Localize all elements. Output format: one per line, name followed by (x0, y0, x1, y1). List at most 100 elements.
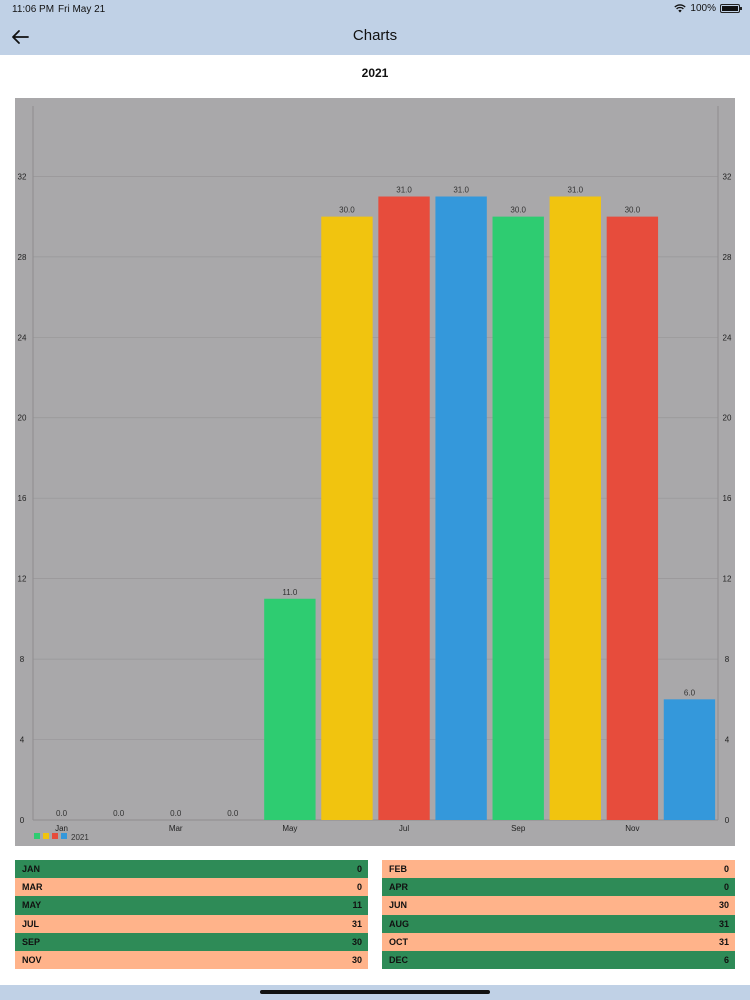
legend-swatch (61, 833, 67, 839)
x-tick-label: Mar (169, 824, 183, 833)
y-tick-label-left: 0 (20, 816, 25, 825)
table-row-jan: JAN 0 (15, 860, 368, 879)
y-tick-label-left: 4 (20, 736, 25, 745)
legend-swatch (34, 833, 40, 839)
value-label-oct: 31.0 (568, 186, 584, 195)
y-tick-label-right: 20 (723, 414, 732, 423)
table-row-aug: AUG 31 (382, 914, 735, 933)
value-label-jul: 31.0 (396, 186, 412, 195)
y-tick-label-left: 28 (18, 253, 27, 262)
y-tick-label-left: 32 (18, 172, 27, 181)
month-label: DEC (389, 955, 409, 966)
table-row-nov: NOV 30 (15, 950, 368, 970)
x-tick-label: May (282, 824, 297, 833)
y-tick-label-right: 12 (723, 575, 732, 584)
month-value: 30 (351, 955, 362, 966)
nav-title: Charts (352, 27, 398, 44)
value-label-aug: 31.0 (453, 186, 469, 195)
bar-sep (492, 216, 544, 820)
month-label: JUN (389, 900, 408, 911)
table-row-may: MAY 11 (15, 896, 368, 915)
value-label-jan: 0.0 (56, 809, 68, 818)
month-value: 0 (356, 864, 362, 875)
y-tick-label-right: 4 (725, 736, 730, 745)
table-row-feb: FEB 0 (382, 860, 735, 879)
month-label: SEP (22, 936, 41, 947)
y-tick-label-right: 8 (725, 655, 730, 664)
value-label-dec: 6.0 (684, 688, 696, 697)
month-label: MAR (22, 882, 43, 893)
value-label-nov: 30.0 (625, 206, 641, 215)
y-tick-label-right: 16 (723, 494, 732, 503)
table-row-oct: OCT 31 (382, 932, 735, 951)
value-label-mar: 0.0 (170, 809, 182, 818)
bar-oct (549, 196, 601, 820)
table-left: JAN 0 MAR 0 MAY 11 JUL 31 SEP 30 NOV 30 (15, 860, 368, 970)
month-label: JUL (22, 918, 40, 929)
battery-percent: 100% (690, 3, 716, 14)
month-value: 6 (723, 955, 729, 966)
month-label: APR (389, 882, 409, 893)
bar-may (264, 598, 316, 820)
y-tick-label-left: 20 (18, 414, 27, 423)
status-time: 11:06 PM (12, 4, 55, 15)
month-label: AUG (389, 918, 409, 929)
status-right: 100% (674, 3, 742, 14)
y-tick-label-left: 16 (18, 494, 27, 503)
status-bar: 11:06 PM Fri May 21 100% (0, 0, 750, 18)
status-date: Fri May 21 (58, 4, 106, 15)
x-tick-label: Sep (511, 824, 526, 833)
month-value: 31 (718, 918, 729, 929)
x-tick-label: Jan (55, 824, 68, 833)
bar-aug (435, 196, 487, 820)
table-row-sep: SEP 30 (15, 932, 368, 951)
value-label-apr: 0.0 (227, 809, 239, 818)
month-label: MAY (22, 900, 42, 911)
month-value: 31 (351, 918, 362, 929)
value-label-sep: 30.0 (510, 206, 526, 215)
y-tick-label-right: 32 (723, 172, 732, 181)
table-row-apr: APR 0 (382, 878, 735, 897)
month-label: JAN (22, 864, 41, 875)
bar-jun (321, 216, 373, 820)
y-tick-label-left: 8 (20, 655, 25, 664)
legend-swatch (52, 833, 58, 839)
arrow-left-icon[interactable] (8, 24, 34, 50)
wifi-icon (674, 4, 687, 13)
month-value: 0 (356, 882, 362, 893)
legend-swatch (43, 833, 49, 839)
legend-label: 2021 (71, 833, 89, 842)
month-label: OCT (389, 936, 408, 947)
battery-icon (720, 4, 742, 13)
month-value: 30 (718, 900, 729, 911)
y-tick-label-left: 24 (18, 333, 27, 342)
y-tick-label-right: 28 (723, 253, 732, 262)
month-label: NOV (22, 955, 42, 966)
bar-nov (606, 216, 659, 820)
table-row-jul: JUL 31 (15, 914, 368, 933)
month-value: 30 (351, 936, 362, 947)
page-title: 2021 (361, 66, 389, 80)
home-indicator-bar (0, 985, 750, 1000)
bar-chart: 0 0 4 4 8 8 12 12 16 16 20 20 24 24 28 28 32 32 0.0 0.0 0.0 0… (15, 98, 735, 846)
month-value: 0 (723, 864, 729, 875)
value-label-may: 11.0 (282, 588, 298, 597)
month-value: 0 (723, 882, 729, 893)
x-tick-label: Jul (399, 824, 409, 833)
y-tick-label-right: 0 (725, 816, 730, 825)
y-tick-label-right: 24 (723, 333, 732, 342)
bar-dec (663, 699, 716, 820)
y-tick-label-left: 12 (18, 575, 27, 584)
table-row-mar: MAR 0 (15, 878, 368, 897)
table-row-dec: DEC 6 (382, 950, 735, 970)
home-indicator[interactable] (260, 990, 490, 994)
nav-bar: Charts (0, 18, 750, 55)
month-value: 11 (352, 900, 362, 911)
value-label-feb: 0.0 (113, 809, 125, 818)
month-value: 31 (718, 936, 729, 947)
bar-jul (378, 196, 430, 820)
table-row-jun: JUN 30 (382, 896, 735, 915)
x-tick-label: Nov (625, 824, 639, 833)
month-label: FEB (389, 864, 407, 875)
value-label-jun: 30.0 (339, 206, 355, 215)
